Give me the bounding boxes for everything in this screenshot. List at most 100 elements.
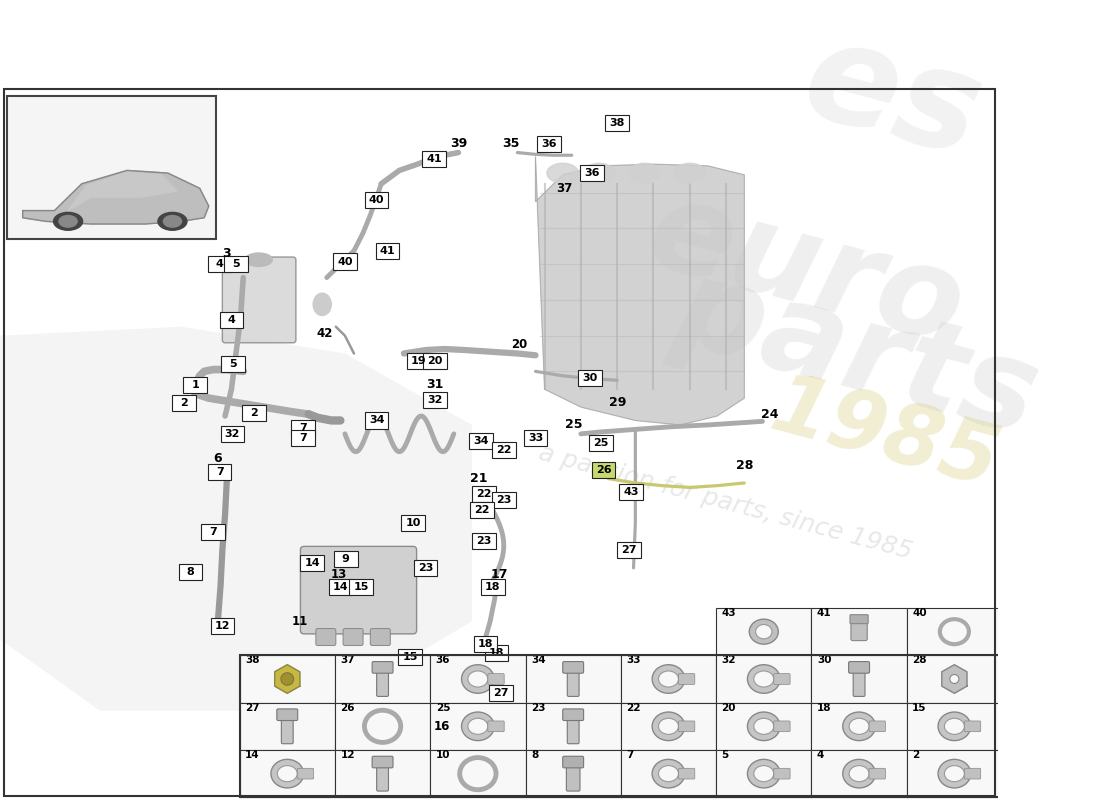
Text: 41: 41: [817, 608, 832, 618]
Text: 32: 32: [427, 395, 442, 405]
Polygon shape: [68, 172, 177, 210]
FancyBboxPatch shape: [282, 718, 294, 744]
Text: 37: 37: [340, 655, 355, 666]
Text: 19: 19: [410, 356, 426, 366]
FancyBboxPatch shape: [470, 433, 493, 449]
Text: 7: 7: [216, 467, 223, 478]
Text: 16: 16: [433, 720, 450, 734]
FancyBboxPatch shape: [201, 524, 225, 540]
Polygon shape: [942, 665, 967, 694]
Text: 4: 4: [817, 750, 824, 760]
Polygon shape: [0, 326, 472, 710]
FancyBboxPatch shape: [481, 579, 505, 595]
Ellipse shape: [659, 718, 679, 734]
Text: 18: 18: [477, 638, 493, 649]
FancyBboxPatch shape: [221, 356, 245, 372]
FancyBboxPatch shape: [424, 353, 447, 369]
Text: 38: 38: [245, 655, 260, 666]
FancyBboxPatch shape: [424, 392, 447, 408]
FancyBboxPatch shape: [398, 649, 422, 665]
FancyBboxPatch shape: [590, 434, 613, 451]
Text: 32: 32: [722, 655, 736, 666]
Bar: [430, 655, 526, 702]
FancyBboxPatch shape: [292, 430, 315, 446]
Text: 38: 38: [609, 118, 625, 128]
FancyBboxPatch shape: [869, 721, 886, 732]
Text: 22: 22: [496, 445, 512, 455]
Text: 28: 28: [736, 458, 754, 472]
Text: 12: 12: [340, 750, 355, 760]
Text: 14: 14: [305, 558, 320, 568]
Text: 23: 23: [531, 702, 546, 713]
FancyBboxPatch shape: [179, 564, 202, 580]
FancyBboxPatch shape: [350, 579, 373, 595]
Text: 5: 5: [232, 259, 240, 269]
Polygon shape: [23, 170, 209, 224]
FancyBboxPatch shape: [488, 721, 504, 732]
Text: 41: 41: [379, 246, 395, 256]
Ellipse shape: [462, 665, 494, 694]
Text: 36: 36: [541, 138, 557, 149]
Ellipse shape: [659, 766, 679, 782]
Text: 5: 5: [722, 750, 729, 760]
FancyBboxPatch shape: [242, 406, 266, 422]
Text: 27: 27: [493, 688, 509, 698]
FancyBboxPatch shape: [524, 430, 548, 446]
Text: 18: 18: [817, 702, 832, 713]
Text: 41: 41: [426, 154, 442, 164]
Ellipse shape: [314, 294, 331, 315]
FancyBboxPatch shape: [488, 674, 504, 684]
Text: 40: 40: [338, 257, 353, 266]
Ellipse shape: [754, 766, 773, 782]
Text: 33: 33: [626, 655, 641, 666]
FancyBboxPatch shape: [605, 115, 629, 131]
FancyBboxPatch shape: [292, 419, 315, 436]
Ellipse shape: [245, 253, 273, 266]
FancyBboxPatch shape: [490, 685, 513, 701]
Text: 25: 25: [436, 702, 450, 713]
Ellipse shape: [54, 212, 82, 230]
Ellipse shape: [468, 671, 488, 687]
Ellipse shape: [674, 163, 706, 183]
Text: 31: 31: [426, 378, 443, 391]
Bar: [716, 702, 812, 750]
FancyBboxPatch shape: [414, 560, 438, 576]
Ellipse shape: [652, 665, 685, 694]
Text: a passion for parts, since 1985: a passion for parts, since 1985: [536, 441, 914, 564]
FancyBboxPatch shape: [568, 718, 579, 744]
Text: 7: 7: [626, 750, 634, 760]
Text: 7: 7: [299, 434, 307, 443]
Ellipse shape: [462, 712, 494, 741]
FancyBboxPatch shape: [371, 629, 390, 646]
Bar: [620, 655, 716, 702]
Bar: [240, 750, 334, 798]
FancyBboxPatch shape: [568, 670, 579, 697]
Ellipse shape: [59, 215, 77, 227]
FancyBboxPatch shape: [365, 192, 388, 208]
Bar: [716, 655, 812, 702]
Text: 24: 24: [761, 408, 779, 421]
Bar: [906, 750, 1002, 798]
FancyBboxPatch shape: [329, 579, 352, 595]
Bar: [334, 750, 430, 798]
FancyBboxPatch shape: [854, 670, 865, 697]
FancyBboxPatch shape: [592, 462, 615, 478]
Text: 27: 27: [621, 545, 637, 555]
Text: es: es: [790, 10, 996, 186]
FancyBboxPatch shape: [619, 484, 642, 500]
FancyBboxPatch shape: [224, 256, 248, 272]
FancyBboxPatch shape: [537, 135, 561, 152]
Text: 30: 30: [582, 373, 597, 382]
Text: 18: 18: [488, 648, 504, 658]
Bar: [430, 702, 526, 750]
FancyBboxPatch shape: [220, 311, 243, 327]
Bar: [430, 750, 526, 798]
Text: 8: 8: [187, 567, 195, 578]
FancyBboxPatch shape: [474, 636, 497, 652]
Text: 6: 6: [213, 452, 222, 466]
FancyBboxPatch shape: [679, 721, 695, 732]
Ellipse shape: [754, 718, 773, 734]
Bar: [716, 608, 812, 655]
FancyBboxPatch shape: [422, 150, 446, 167]
Text: 43: 43: [722, 608, 736, 618]
